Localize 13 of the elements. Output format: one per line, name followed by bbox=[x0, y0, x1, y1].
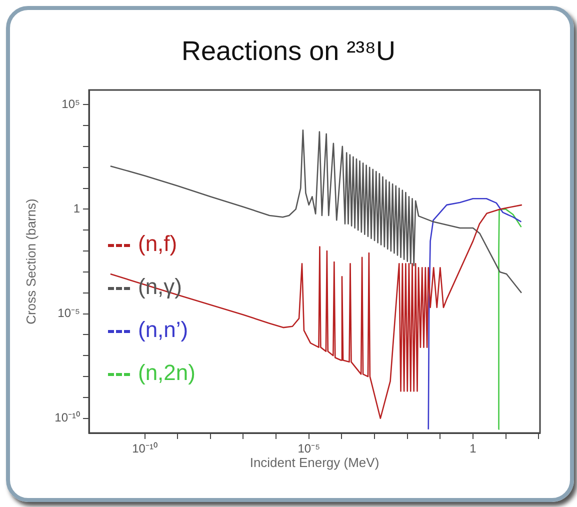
y-tick-label: 10⁵ bbox=[62, 96, 80, 111]
x-tick-label: 10⁻⁵ bbox=[298, 442, 320, 456]
x-axis-title: Incident Energy (MeV) bbox=[250, 454, 380, 470]
chart-title: Reactions on ²³⁸U bbox=[180, 36, 396, 67]
legend-label: (n,f) bbox=[138, 231, 178, 256]
y-tick-label: 1 bbox=[73, 202, 80, 216]
legend-label: (n,2n) bbox=[138, 360, 196, 385]
legend-label: (n,n’) bbox=[138, 317, 188, 342]
y-axis-title: Cross Section (barns) bbox=[23, 198, 38, 324]
y-tick-label: 10⁻⁵ bbox=[58, 306, 80, 320]
y-tick-label: 10⁻¹⁰ bbox=[54, 410, 80, 425]
x-tick-label: 10⁻¹⁰ bbox=[132, 442, 158, 456]
x-tick-label: 1 bbox=[470, 442, 477, 456]
